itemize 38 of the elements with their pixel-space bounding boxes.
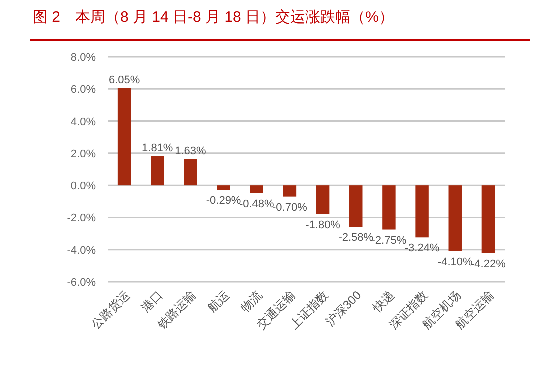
bar (118, 88, 132, 186)
chart-title: 图 2 本周（8 月 14 日-8 月 18 日）交运涨跌幅（%） (33, 9, 394, 26)
y-tick-label: 0.0% (70, 180, 96, 193)
data-label: 1.63% (175, 145, 207, 158)
data-label: -0.48% (239, 198, 275, 210)
bar (283, 186, 297, 197)
data-label: -2.58% (338, 232, 374, 244)
data-label: -0.70% (272, 202, 308, 214)
x-tick-label: 港口 (138, 288, 166, 316)
data-label: -1.80% (306, 220, 341, 232)
data-label: -0.29% (206, 195, 242, 208)
bar (382, 186, 396, 230)
y-tick-label: 6.0% (70, 84, 96, 96)
x-tick-label: 公路货运 (88, 288, 133, 332)
data-label: 1.81% (142, 142, 174, 154)
y-tick-label: -2.0% (67, 212, 96, 225)
bar (316, 186, 330, 214)
data-label: -4.10% (438, 256, 474, 268)
y-tick-label: -4.0% (67, 244, 96, 257)
y-tick-label: -6.0% (67, 277, 96, 289)
bar (250, 186, 264, 194)
data-label: 6.05% (108, 74, 140, 86)
bar (482, 186, 496, 254)
bar (217, 186, 230, 190)
data-label: -4.22% (471, 258, 506, 270)
x-tick-label: 快递 (370, 288, 398, 316)
bar (184, 159, 198, 186)
bar (350, 186, 363, 228)
x-tick-label: 物流 (238, 288, 265, 316)
bar (416, 186, 429, 238)
bar (448, 186, 462, 252)
data-label: -2.75% (372, 234, 407, 247)
y-tick-label: 4.0% (70, 116, 96, 128)
data-label: -3.24% (404, 242, 440, 255)
x-tick-label: 航运 (205, 288, 232, 316)
y-tick-label: 2.0% (70, 148, 96, 160)
bar (151, 156, 164, 186)
y-tick-label: 8.0% (70, 52, 96, 64)
